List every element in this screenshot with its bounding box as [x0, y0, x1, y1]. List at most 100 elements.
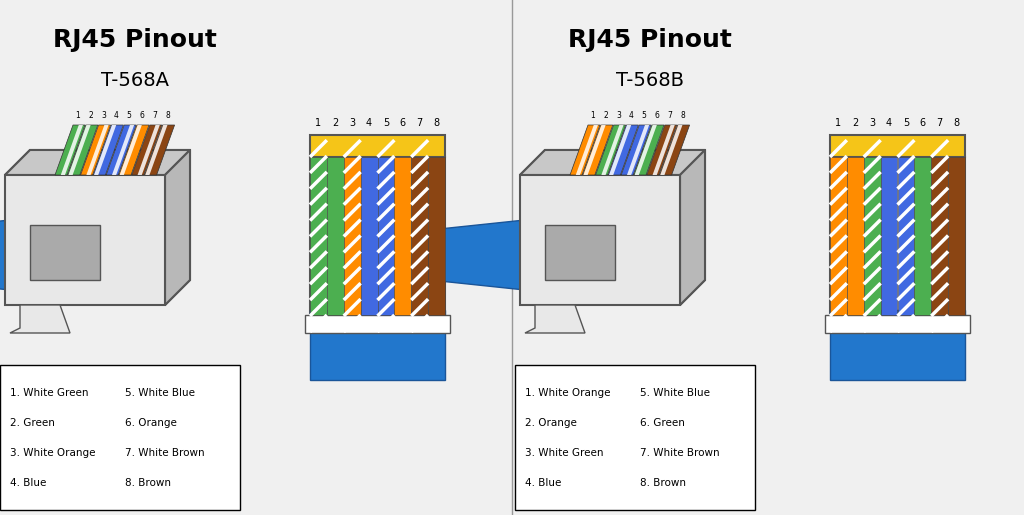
Polygon shape — [680, 150, 705, 305]
Text: 8: 8 — [680, 111, 685, 120]
Text: 2: 2 — [88, 111, 93, 120]
Text: 7. White Brown: 7. White Brown — [640, 448, 720, 458]
Polygon shape — [609, 125, 631, 175]
Text: 3: 3 — [349, 118, 355, 128]
Polygon shape — [120, 125, 142, 175]
Bar — [344, 157, 360, 315]
Bar — [428, 157, 445, 315]
Text: 3: 3 — [869, 118, 876, 128]
Polygon shape — [119, 125, 150, 175]
Bar — [830, 135, 965, 157]
Polygon shape — [608, 125, 638, 175]
Text: 4: 4 — [114, 111, 119, 120]
Polygon shape — [94, 125, 117, 175]
Polygon shape — [596, 125, 626, 175]
Text: 1. White Green: 1. White Green — [10, 388, 88, 398]
Polygon shape — [55, 125, 85, 175]
Polygon shape — [106, 125, 136, 175]
Polygon shape — [520, 150, 705, 305]
Text: 8. Brown: 8. Brown — [640, 478, 686, 488]
Text: 7. White Brown: 7. White Brown — [125, 448, 205, 458]
Text: 6. Green: 6. Green — [640, 418, 685, 428]
Polygon shape — [81, 125, 111, 175]
Polygon shape — [144, 125, 175, 175]
Polygon shape — [5, 150, 190, 175]
Text: 5: 5 — [383, 118, 389, 128]
Text: 4. Blue: 4. Blue — [525, 478, 561, 488]
Bar — [864, 157, 881, 315]
Text: 3: 3 — [616, 111, 621, 120]
Text: 1: 1 — [591, 111, 595, 120]
Text: 7: 7 — [417, 118, 423, 128]
Text: 5: 5 — [903, 118, 909, 128]
Polygon shape — [10, 305, 70, 333]
Bar — [394, 157, 412, 315]
Polygon shape — [647, 125, 677, 175]
Polygon shape — [68, 125, 98, 175]
Polygon shape — [584, 125, 605, 175]
Polygon shape — [112, 125, 134, 175]
Text: 7: 7 — [937, 118, 943, 128]
Text: 2: 2 — [603, 111, 608, 120]
Bar — [931, 157, 948, 315]
Bar — [847, 157, 864, 315]
Text: 3. White Orange: 3. White Orange — [10, 448, 95, 458]
Bar — [305, 315, 450, 333]
Text: RJ45 Pinout: RJ45 Pinout — [568, 28, 732, 52]
Text: T-568A: T-568A — [101, 71, 169, 90]
Bar — [310, 310, 445, 380]
Text: RJ45 Pinout: RJ45 Pinout — [53, 28, 217, 52]
Text: 4. Blue: 4. Blue — [10, 478, 46, 488]
Polygon shape — [659, 125, 689, 175]
Polygon shape — [520, 175, 680, 305]
Bar — [830, 157, 965, 315]
FancyBboxPatch shape — [515, 365, 755, 510]
Text: 5. White Blue: 5. White Blue — [125, 388, 195, 398]
Polygon shape — [583, 125, 612, 175]
Polygon shape — [165, 150, 190, 305]
Text: 1. White Orange: 1. White Orange — [525, 388, 610, 398]
Polygon shape — [652, 125, 675, 175]
Text: 7: 7 — [153, 111, 158, 120]
Text: 4: 4 — [629, 111, 634, 120]
Bar — [545, 225, 615, 280]
Polygon shape — [575, 125, 598, 175]
Polygon shape — [627, 125, 649, 175]
Polygon shape — [145, 125, 168, 175]
Polygon shape — [570, 125, 600, 175]
Polygon shape — [137, 125, 160, 175]
Polygon shape — [430, 220, 525, 290]
Text: 6. Orange: 6. Orange — [125, 418, 177, 428]
Polygon shape — [69, 125, 91, 175]
Bar — [825, 315, 970, 333]
Text: 2. Orange: 2. Orange — [525, 418, 577, 428]
Text: 8: 8 — [433, 118, 439, 128]
Polygon shape — [5, 150, 190, 305]
Text: 2. Green: 2. Green — [10, 418, 55, 428]
Polygon shape — [0, 220, 10, 290]
Polygon shape — [634, 125, 664, 175]
Text: 6: 6 — [654, 111, 659, 120]
Polygon shape — [601, 125, 624, 175]
Text: 8. Brown: 8. Brown — [125, 478, 171, 488]
Polygon shape — [520, 150, 705, 175]
Text: 1: 1 — [836, 118, 842, 128]
Text: 4: 4 — [366, 118, 372, 128]
Bar — [830, 310, 965, 380]
Text: 4: 4 — [886, 118, 892, 128]
Polygon shape — [132, 125, 162, 175]
Bar — [948, 157, 965, 315]
Polygon shape — [525, 305, 585, 333]
Text: 1: 1 — [315, 118, 322, 128]
Text: 6: 6 — [139, 111, 144, 120]
Bar — [310, 135, 445, 157]
Text: T-568B: T-568B — [616, 71, 684, 90]
Polygon shape — [635, 125, 656, 175]
FancyBboxPatch shape — [0, 365, 240, 510]
Bar — [914, 157, 931, 315]
Ellipse shape — [424, 230, 436, 280]
Text: 6: 6 — [920, 118, 926, 128]
Text: 3: 3 — [101, 111, 106, 120]
Text: 5: 5 — [642, 111, 646, 120]
Bar — [30, 225, 100, 280]
